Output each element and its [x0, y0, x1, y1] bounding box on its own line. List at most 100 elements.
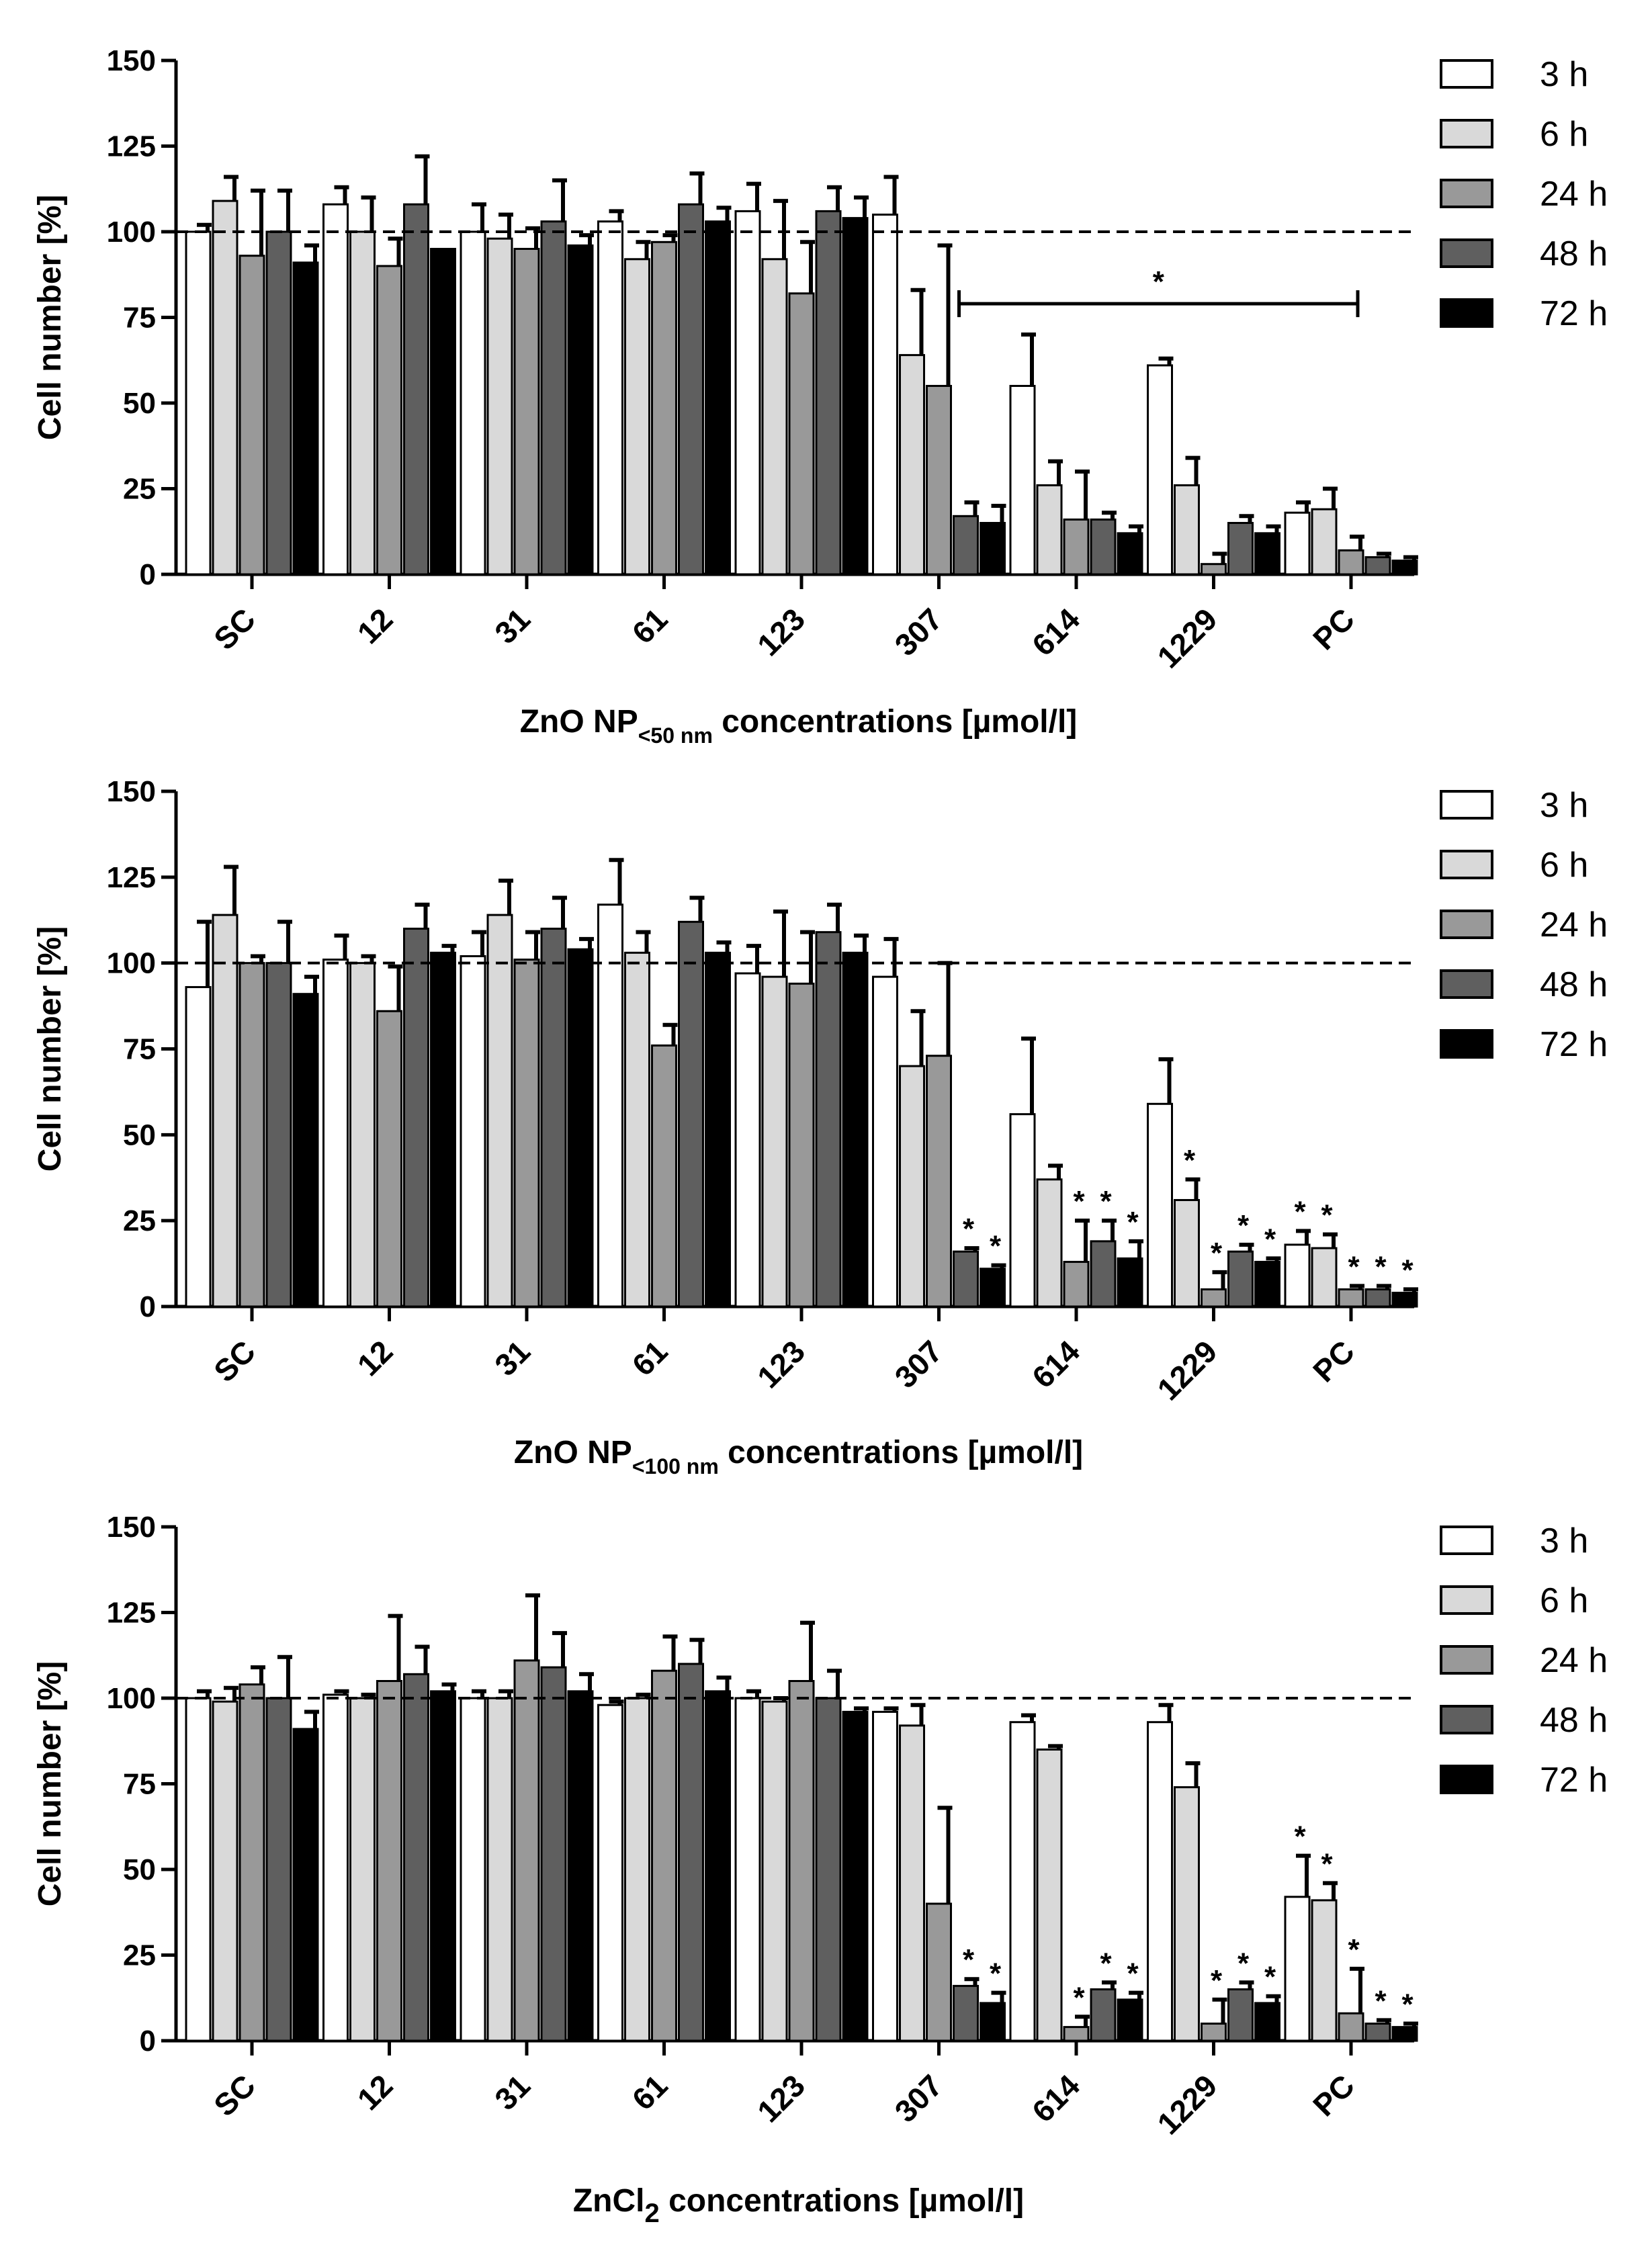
bar	[540, 928, 567, 1308]
legend-swatch	[1440, 790, 1493, 820]
legend-label: 24 h	[1540, 905, 1608, 944]
x-tick-label: 61	[625, 2068, 675, 2117]
legend-swatch	[1440, 850, 1493, 879]
bar	[265, 230, 292, 576]
bar	[1391, 1292, 1418, 1308]
legend-swatch	[1440, 969, 1493, 999]
bracket-star: *	[1153, 265, 1165, 298]
y-axis-title: Cell number [%]	[32, 1661, 68, 1906]
y-tick-label: 25	[123, 1939, 156, 1972]
bar	[1147, 1721, 1173, 2042]
bar	[1284, 1243, 1311, 1308]
bar	[1311, 508, 1338, 576]
y-tick-label: 125	[107, 861, 156, 894]
legend-swatch	[1440, 59, 1493, 89]
bar	[1117, 1998, 1143, 2042]
bar	[705, 951, 731, 1308]
y-tick-label: 125	[107, 1597, 156, 1630]
bar	[292, 993, 319, 1308]
bar	[185, 985, 212, 1308]
bar	[1338, 549, 1364, 576]
bar	[567, 948, 594, 1308]
legend-label: 72 h	[1540, 1025, 1608, 1064]
x-tick-label: 1229	[1150, 1333, 1223, 1407]
bar	[1147, 1102, 1173, 1308]
bar	[1364, 556, 1391, 576]
legend-label: 3 h	[1540, 786, 1588, 825]
significance-star: *	[1348, 1933, 1360, 1966]
bar	[678, 203, 704, 576]
bar	[486, 1697, 513, 2042]
bar	[513, 248, 540, 576]
x-axis-title-main: ZnO NP	[514, 1435, 632, 1470]
x-tick-label: 12	[351, 2068, 400, 2117]
significance-star: *	[1127, 1957, 1139, 1990]
x-tick-label: 31	[488, 601, 537, 650]
bar	[1147, 364, 1173, 576]
x-tick-label: 614	[1025, 601, 1086, 662]
significance-star: *	[1321, 1199, 1333, 1232]
bar	[1201, 1288, 1227, 1308]
legend-label: 3 h	[1540, 1521, 1588, 1560]
bar	[1090, 1240, 1117, 1308]
y-tick-label: 0	[140, 558, 156, 591]
bar	[513, 959, 540, 1308]
bar	[953, 515, 979, 576]
bar	[1254, 2002, 1280, 2042]
significance-star: *	[1321, 1847, 1333, 1880]
x-axis-title-rest: concentrations [µmol/l]	[719, 1435, 1083, 1470]
bar	[1364, 1288, 1391, 1308]
significance-star: *	[1100, 1947, 1112, 1980]
significance-star: *	[1211, 1964, 1223, 1997]
bar	[1009, 385, 1036, 576]
bar	[651, 240, 677, 576]
bar	[567, 244, 594, 576]
legend-swatch	[1440, 119, 1493, 148]
legend-label: 48 h	[1540, 965, 1608, 1004]
x-axis-title-sub: <50 nm	[638, 723, 713, 748]
legend-swatch	[1440, 1645, 1493, 1675]
significance-star: *	[1237, 1947, 1250, 1980]
bar	[899, 1724, 925, 2042]
bar	[322, 1693, 349, 2042]
bar	[430, 951, 456, 1308]
bar	[322, 203, 349, 576]
bar	[705, 220, 731, 576]
bar	[1117, 1257, 1143, 1308]
bar	[651, 1044, 677, 1308]
bar	[651, 1669, 677, 2042]
bar	[678, 920, 704, 1308]
legend-swatch	[1440, 1705, 1493, 1734]
bar	[597, 220, 623, 576]
bar	[926, 1055, 952, 1308]
bar	[734, 972, 761, 1308]
x-tick-label: 12	[351, 601, 400, 650]
panel-zno-np-50nm: 0 25 50 75 100 125 150 Cell number [%] SC 12 31 61 1…	[32, 44, 1608, 748]
legend-swatch	[1440, 910, 1493, 939]
significance-star: *	[1100, 1185, 1112, 1218]
bar	[1117, 532, 1143, 576]
bar	[842, 951, 869, 1308]
bar	[1201, 2023, 1227, 2042]
bar	[1311, 1247, 1338, 1308]
bar	[1174, 484, 1200, 576]
bar	[597, 1704, 623, 2042]
legend-label: 3 h	[1540, 55, 1588, 94]
x-axis-title-rest: concentrations [µmol/l]	[713, 704, 1077, 740]
bar	[1063, 518, 1090, 576]
legend-label: 24 h	[1540, 175, 1608, 214]
x-axis-title: ZnO NP<50 nm concentrations [µmol/l]	[520, 704, 1078, 748]
y-tick-label: 25	[123, 473, 156, 506]
bar	[815, 931, 842, 1308]
bar	[980, 1268, 1006, 1308]
bar	[1391, 2026, 1418, 2042]
significance-star: *	[1294, 1196, 1306, 1229]
bar	[1009, 1721, 1036, 2042]
significance-star: *	[1401, 1253, 1414, 1286]
y-tick-label: 75	[123, 1033, 156, 1066]
y-tick-label: 0	[140, 1290, 156, 1323]
bar	[292, 261, 319, 576]
bar	[238, 1683, 265, 2042]
bar	[953, 1984, 979, 2042]
x-axis-title-sub: 2	[645, 2199, 660, 2228]
